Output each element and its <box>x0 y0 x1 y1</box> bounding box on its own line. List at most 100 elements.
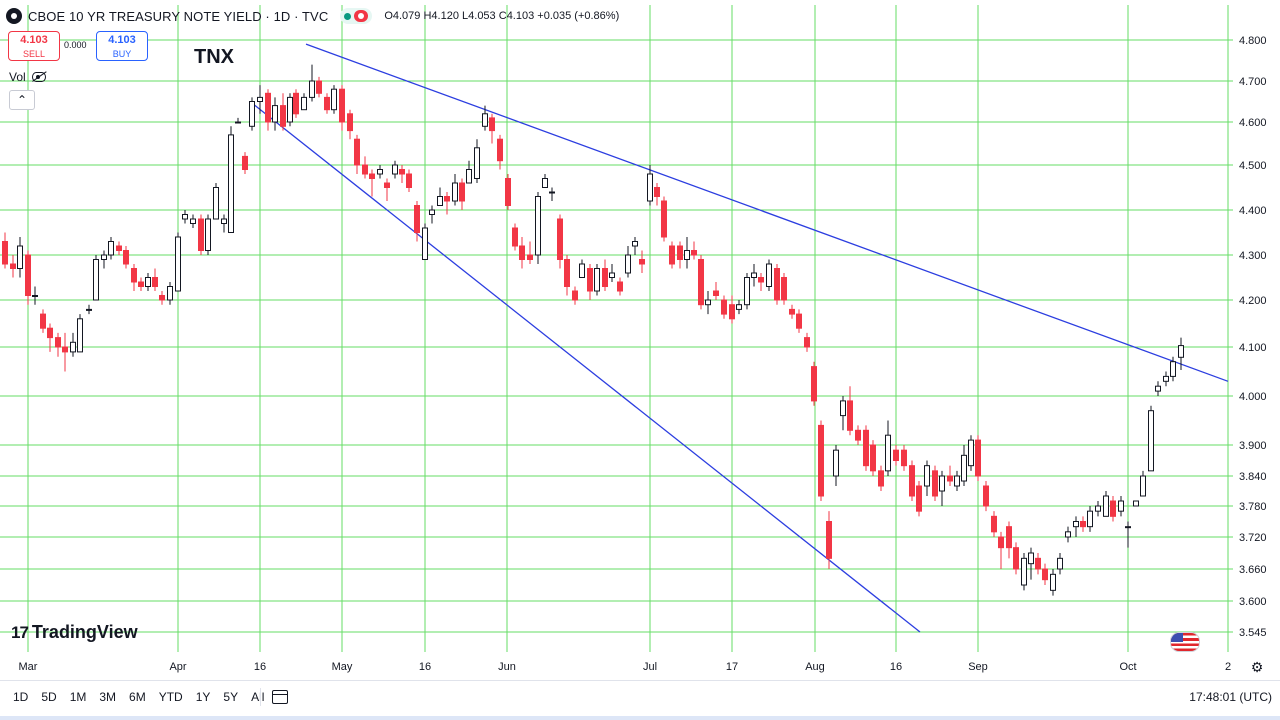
candle <box>167 282 173 305</box>
timeframe-1d[interactable]: 1D <box>13 690 29 704</box>
gear-icon[interactable]: ⚙ <box>1250 659 1264 675</box>
candle <box>452 174 458 206</box>
candle-body <box>998 536 1004 549</box>
candle <box>661 196 667 242</box>
candle-body <box>1103 495 1109 517</box>
candle <box>47 323 53 352</box>
timeframe-5d[interactable]: 5D <box>41 690 57 704</box>
candle <box>713 282 719 300</box>
candle-body <box>991 515 997 533</box>
candle <box>213 183 219 220</box>
candle <box>847 386 853 436</box>
candle <box>647 165 653 206</box>
candle <box>1178 337 1184 371</box>
candle-body <box>2 241 8 265</box>
candle <box>228 126 234 233</box>
timeframe-5y[interactable]: 5Y <box>223 690 239 704</box>
symbol-title[interactable]: CBOE 10 YR TREASURY NOTE YIELD · 1D · TV… <box>28 8 329 24</box>
candle-body <box>647 173 653 202</box>
tradingview-logo[interactable]: 17 TradingView <box>11 622 138 643</box>
y-tick-label: 4.600 <box>1239 117 1267 129</box>
y-tick-label: 4.700 <box>1239 76 1267 88</box>
candle-body <box>1095 505 1101 512</box>
candle <box>459 178 465 210</box>
candle <box>25 250 31 305</box>
candle-body <box>932 470 938 497</box>
chart-header: CBOE 10 YR TREASURY NOTE YIELD · 1D · TV… <box>6 5 619 27</box>
candle-body <box>316 80 322 94</box>
eye-hidden-icon[interactable] <box>31 72 46 82</box>
candle-body <box>1028 552 1034 565</box>
candle-body <box>774 268 780 301</box>
utc-clock[interactable]: 17:48:01 (UTC) <box>1189 690 1272 704</box>
candle-body <box>347 113 353 132</box>
candle <box>293 89 299 118</box>
candle-body <box>893 449 899 461</box>
candle <box>549 187 555 201</box>
candle-body <box>1148 410 1154 472</box>
candle <box>893 445 899 466</box>
candle-body <box>257 96 263 103</box>
candle <box>384 178 390 201</box>
timeframe-1m[interactable]: 1M <box>69 690 87 704</box>
timeframe-6m[interactable]: 6M <box>129 690 146 704</box>
buy-button[interactable]: 4.103 BUY <box>96 31 148 61</box>
calendar-icon[interactable] <box>272 690 288 704</box>
candle-body <box>280 105 286 127</box>
timeframe-1y[interactable]: 1Y <box>195 690 211 704</box>
sell-price: 4.103 <box>20 34 48 46</box>
y-tick-label: 3.660 <box>1239 564 1267 576</box>
us-flag-icon[interactable] <box>1170 632 1200 652</box>
timeframe-all[interactable]: All <box>251 690 265 704</box>
candle <box>40 309 46 333</box>
candle-body <box>152 277 158 287</box>
candle <box>301 93 307 111</box>
timeframe-ytd[interactable]: YTD <box>158 690 183 704</box>
candle-body <box>1155 385 1161 392</box>
candle-body <box>324 96 330 111</box>
collapse-button[interactable]: ⌃ <box>9 90 35 110</box>
candle <box>863 425 869 471</box>
x-tick-label: Apr <box>169 661 186 673</box>
volume-label: Vol <box>9 70 26 84</box>
candle <box>1080 516 1086 532</box>
sell-button[interactable]: 4.103 SELL <box>8 31 60 61</box>
candle <box>429 205 435 224</box>
candle <box>1050 569 1056 596</box>
cboe-logo-icon <box>6 8 22 24</box>
candle-body <box>1035 557 1041 570</box>
candle-body <box>781 277 787 301</box>
candle <box>954 470 960 491</box>
candle <box>625 246 631 278</box>
candle-body <box>721 299 727 315</box>
candle-body <box>1057 557 1063 570</box>
candle-body <box>47 327 53 339</box>
market-status-icon[interactable] <box>340 8 373 24</box>
candle-body <box>145 277 151 287</box>
candle <box>766 259 772 291</box>
candle-body <box>444 196 450 202</box>
candle <box>414 201 420 242</box>
candle <box>354 134 360 174</box>
candle-body <box>1110 500 1116 517</box>
timeframe-3m[interactable]: 3M <box>99 690 117 704</box>
candle <box>2 232 8 269</box>
candle <box>698 255 704 310</box>
candle-body <box>182 214 188 220</box>
y-tick-label: 3.600 <box>1239 596 1267 608</box>
spread-value: 0.000 <box>64 40 87 50</box>
candle <box>1125 521 1131 548</box>
candle-body <box>190 218 196 224</box>
candle-body <box>482 113 488 127</box>
candle <box>983 481 989 512</box>
candle <box>654 183 660 206</box>
y-tick-label: 3.900 <box>1239 440 1267 452</box>
y-tick-label: 3.780 <box>1239 501 1267 513</box>
candle <box>221 214 227 233</box>
candle <box>190 214 196 228</box>
candle-body <box>961 454 967 482</box>
candle-body <box>272 105 278 123</box>
volume-indicator[interactable]: Vol <box>9 70 46 84</box>
candle <box>175 232 181 292</box>
